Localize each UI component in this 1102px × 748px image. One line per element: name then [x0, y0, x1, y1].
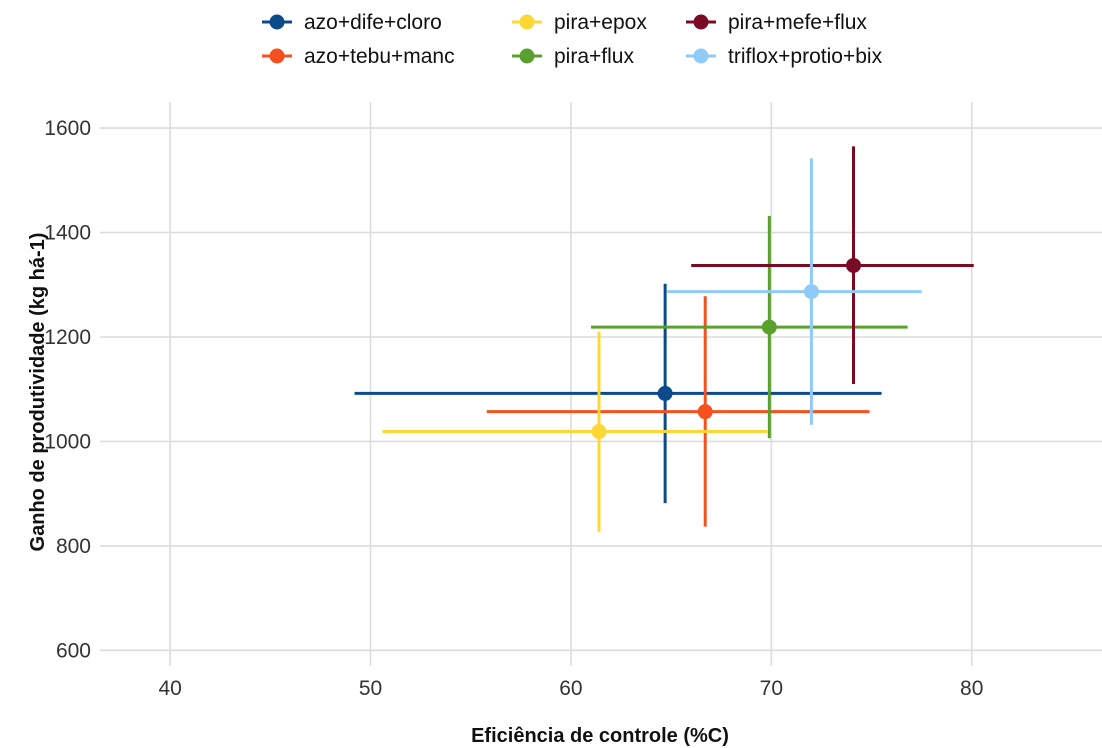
legend-label: pira+epox — [554, 11, 647, 34]
y-tick-label: 600 — [56, 639, 91, 662]
x-tick-label: 40 — [158, 677, 181, 700]
tick-labels: 40 50 60 70 80 600 800 1000 1200 1400 1600 — [44, 117, 983, 700]
legend-item: pira+epox — [512, 11, 647, 34]
y-axis-label: Ganho de produtividade (kg há-1) — [27, 233, 49, 552]
legend-item: triflox+protio+bix — [686, 45, 883, 68]
y-tick-label: 1000 — [44, 430, 91, 453]
x-tick-label: 70 — [760, 677, 783, 700]
series-pira+flux — [590, 215, 908, 439]
legend-key-dot — [693, 14, 709, 30]
legend-label: pira+flux — [554, 45, 634, 68]
y-tick-label: 800 — [56, 535, 91, 558]
data-point — [761, 319, 777, 335]
legend-key-dot — [693, 48, 709, 64]
legend-item: pira+flux — [512, 45, 634, 68]
legend-key-dot — [519, 14, 535, 30]
y-tick-label: 1600 — [44, 117, 91, 140]
legend-label: azo+dife+cloro — [304, 11, 442, 34]
legend-key-dot — [269, 14, 285, 30]
legend-label: triflox+protio+bix — [728, 45, 883, 68]
legend-item: azo+tebu+manc — [262, 45, 455, 68]
data-point — [657, 385, 673, 401]
y-tick-label: 1200 — [44, 326, 91, 349]
x-tick-label: 80 — [960, 677, 983, 700]
legend-item: azo+dife+cloro — [262, 11, 442, 34]
legend-label: pira+mefe+flux — [728, 11, 867, 34]
x-tick-label: 60 — [559, 677, 582, 700]
legend: azo+dife+cloro azo+tebu+manc pira+epox pira… — [262, 11, 883, 68]
legend-key-dot — [269, 48, 285, 64]
data-point — [591, 424, 607, 440]
series-azo+dife+cloro — [354, 283, 882, 504]
series-pira+mefe+flux — [691, 146, 974, 384]
legend-key-dot — [519, 48, 535, 64]
grid — [100, 102, 1102, 666]
x-tick-label: 50 — [359, 677, 382, 700]
data-point — [846, 257, 862, 273]
legend-label: azo+tebu+manc — [304, 45, 455, 68]
series-pira+epox — [382, 331, 768, 532]
plot-marks — [354, 146, 974, 532]
x-axis-label: Eficiência de controle (%C) — [471, 725, 729, 747]
legend-item: pira+mefe+flux — [686, 11, 867, 34]
data-point — [697, 404, 713, 420]
data-point — [803, 284, 819, 300]
y-tick-label: 1400 — [44, 222, 91, 245]
